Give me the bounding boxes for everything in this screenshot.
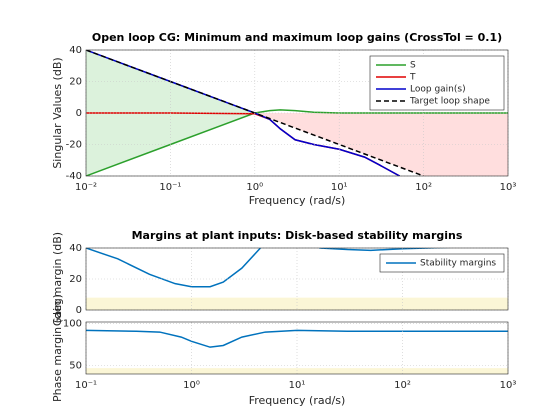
legend-box bbox=[379, 253, 505, 273]
shaded-region bbox=[86, 297, 508, 310]
x-tick-label: 10⁰ bbox=[183, 380, 200, 391]
x-tick-label: 10³ bbox=[500, 380, 517, 391]
plot-content bbox=[86, 329, 508, 374]
shaded-region bbox=[254, 113, 508, 176]
y-tick-label: -40 bbox=[66, 171, 82, 182]
chart-title: Margins at plant inputs: Disk-based stab… bbox=[132, 229, 463, 242]
legend-label: T bbox=[409, 73, 416, 83]
x-tick-label: 10² bbox=[394, 380, 411, 391]
y-axis-label: Gain margin (dB) bbox=[51, 232, 64, 326]
series-line bbox=[86, 329, 508, 348]
x-axis-label: Frequency (rad/s) bbox=[249, 194, 346, 207]
x-axis-label: Frequency (rad/s) bbox=[249, 394, 346, 407]
legend-label: Loop gain(s) bbox=[410, 85, 466, 95]
y-tick-label: 100 bbox=[63, 319, 82, 330]
legend-label: Target loop shape bbox=[409, 97, 490, 107]
shaded-region bbox=[86, 368, 508, 374]
series-line bbox=[86, 248, 453, 288]
axes-box bbox=[85, 247, 509, 311]
y-axis-label: Singular Values (dB) bbox=[51, 57, 64, 168]
y-tick-label: -20 bbox=[66, 140, 82, 151]
legend-label: S bbox=[410, 61, 416, 71]
x-tick-label: 10⁰ bbox=[246, 182, 263, 193]
x-tick-label: 10⁻¹ bbox=[75, 380, 97, 391]
x-tick-label: 10⁻² bbox=[75, 182, 97, 193]
y-tick-label: 20 bbox=[69, 274, 82, 285]
plot-content bbox=[86, 248, 508, 310]
x-tick-label: 10¹ bbox=[331, 182, 348, 193]
axes-box bbox=[85, 321, 509, 375]
x-tick-label: 10² bbox=[415, 182, 432, 193]
series-line bbox=[86, 109, 508, 176]
y-tick-label: 40 bbox=[69, 45, 82, 56]
y-tick-label: 0 bbox=[76, 108, 82, 119]
y-tick-label: 50 bbox=[69, 361, 82, 372]
y-tick-label: 20 bbox=[69, 77, 82, 88]
y-tick-label: 40 bbox=[69, 243, 82, 254]
x-tick-label: 10³ bbox=[500, 182, 517, 193]
x-tick-label: 10¹ bbox=[289, 380, 306, 391]
y-axis-label: Phase margin (deg) bbox=[51, 294, 64, 402]
x-tick-label: 10⁻¹ bbox=[159, 182, 181, 193]
axes-box bbox=[85, 49, 509, 177]
series-line bbox=[86, 50, 400, 176]
legend-label: Stability margins bbox=[420, 259, 496, 269]
y-tick-label: 0 bbox=[76, 305, 82, 316]
chart-title: Open loop CG: Minimum and maximum loop g… bbox=[92, 31, 502, 44]
